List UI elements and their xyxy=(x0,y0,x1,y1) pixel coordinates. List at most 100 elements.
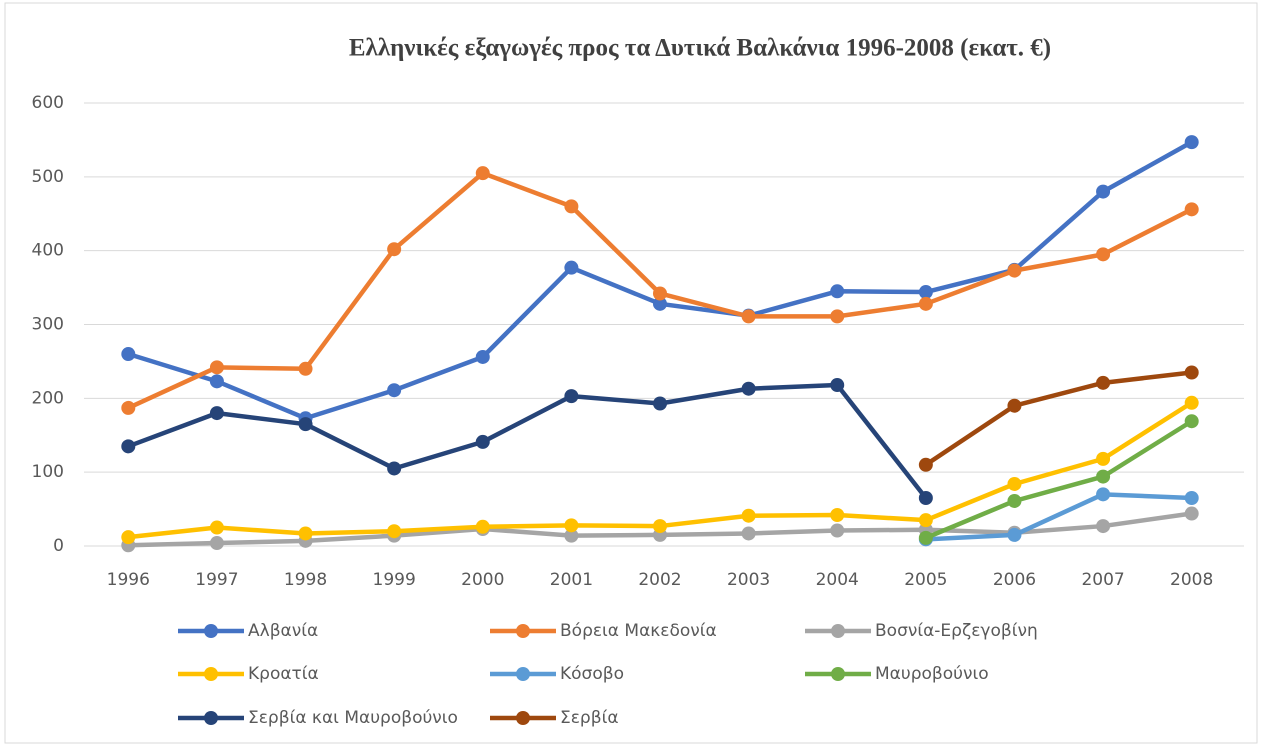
data-point xyxy=(741,526,756,541)
legend-marker xyxy=(204,624,218,638)
data-point xyxy=(1184,202,1199,217)
data-point xyxy=(1007,527,1022,542)
data-point xyxy=(564,260,579,275)
data-point xyxy=(121,439,136,454)
data-point xyxy=(1184,506,1199,521)
data-point xyxy=(475,519,490,534)
data-point xyxy=(121,400,136,415)
chart-title: Ελληνικές εξαγωγές προς τα Δυτικά Βαλκάν… xyxy=(349,35,1051,62)
legend-marker xyxy=(516,711,530,725)
data-point xyxy=(564,518,579,533)
x-tick-label: 2001 xyxy=(550,570,593,590)
data-point xyxy=(1184,395,1199,410)
legend-label: Σερβία xyxy=(560,708,619,728)
legend-marker xyxy=(831,624,845,638)
data-point xyxy=(387,242,402,257)
y-tick-label: 300 xyxy=(32,315,64,335)
y-tick-label: 600 xyxy=(32,93,64,113)
data-point xyxy=(1096,247,1111,262)
data-point xyxy=(653,286,667,301)
data-point xyxy=(1096,375,1111,390)
data-point xyxy=(653,519,667,534)
data-point xyxy=(1096,469,1111,484)
data-point xyxy=(918,530,933,545)
legend-label: Βοσνία-Ερζεγοβίνη xyxy=(875,621,1038,641)
data-point xyxy=(1184,491,1199,506)
data-point xyxy=(1184,414,1199,429)
data-point xyxy=(387,383,402,398)
data-point xyxy=(564,389,579,404)
data-point xyxy=(121,530,136,545)
data-point xyxy=(1096,519,1111,534)
data-point xyxy=(830,309,845,324)
data-point xyxy=(209,360,224,375)
series-line xyxy=(924,370,1192,467)
data-point xyxy=(741,381,756,396)
data-point xyxy=(1096,184,1111,199)
legend-label: Κόσοβο xyxy=(560,664,624,684)
x-tick-label: 2003 xyxy=(727,570,770,590)
x-tick-label: 1999 xyxy=(373,570,416,590)
data-point xyxy=(475,166,490,181)
data-point xyxy=(1007,398,1022,413)
data-point xyxy=(1007,493,1022,508)
data-point xyxy=(830,284,845,299)
data-point xyxy=(209,406,224,421)
x-tick-label: 2007 xyxy=(1081,570,1124,590)
legend-marker xyxy=(516,667,530,681)
x-tick-label: 2002 xyxy=(638,570,681,590)
legend-marker xyxy=(204,711,218,725)
data-point xyxy=(918,296,933,311)
data-point xyxy=(387,461,402,476)
data-point xyxy=(830,523,845,538)
data-point xyxy=(475,349,490,364)
data-point xyxy=(1007,263,1022,278)
legend-label: Βόρεια Μακεδονία xyxy=(560,621,717,641)
data-point xyxy=(830,378,845,393)
x-tick-label: 2008 xyxy=(1170,570,1213,590)
data-point xyxy=(830,507,845,522)
data-point xyxy=(298,361,313,376)
data-point xyxy=(564,199,579,214)
data-point xyxy=(475,434,490,449)
data-point xyxy=(1007,476,1022,491)
data-point xyxy=(121,347,136,362)
y-tick-label: 500 xyxy=(32,167,64,187)
data-point xyxy=(298,526,313,541)
legend-marker xyxy=(831,667,845,681)
data-point xyxy=(918,491,933,506)
legend-marker xyxy=(204,667,218,681)
x-tick-label: 2004 xyxy=(816,570,859,590)
data-point xyxy=(1096,451,1111,466)
data-point xyxy=(741,508,756,523)
y-tick-label: 400 xyxy=(32,241,64,261)
data-point xyxy=(653,396,667,411)
y-tick-label: 100 xyxy=(32,462,64,482)
x-tick-label: 2005 xyxy=(904,570,947,590)
data-point xyxy=(209,374,224,389)
legend-label: Κροατία xyxy=(248,664,319,684)
data-point xyxy=(918,513,933,528)
data-point xyxy=(1096,487,1111,502)
x-tick-label: 1998 xyxy=(284,570,327,590)
data-point xyxy=(209,536,224,551)
x-tick-label: 2006 xyxy=(993,570,1036,590)
data-point xyxy=(918,457,933,472)
y-tick-label: 200 xyxy=(32,388,64,408)
legend-marker xyxy=(516,624,530,638)
y-tick-label: 0 xyxy=(53,536,64,556)
legend-label: Σερβία και Μαυροβούνιο xyxy=(248,708,458,728)
x-tick-label: 2000 xyxy=(461,570,504,590)
legend-label: Μαυροβούνιο xyxy=(875,664,989,684)
data-point xyxy=(209,520,224,535)
legend-label: Αλβανία xyxy=(248,621,318,641)
x-tick-label: 1997 xyxy=(195,570,238,590)
data-point xyxy=(298,417,313,432)
data-point xyxy=(918,285,933,300)
data-point xyxy=(564,528,579,543)
data-point xyxy=(653,296,667,311)
series-line xyxy=(127,382,928,500)
data-point xyxy=(1184,365,1199,380)
series-line xyxy=(924,419,1193,540)
